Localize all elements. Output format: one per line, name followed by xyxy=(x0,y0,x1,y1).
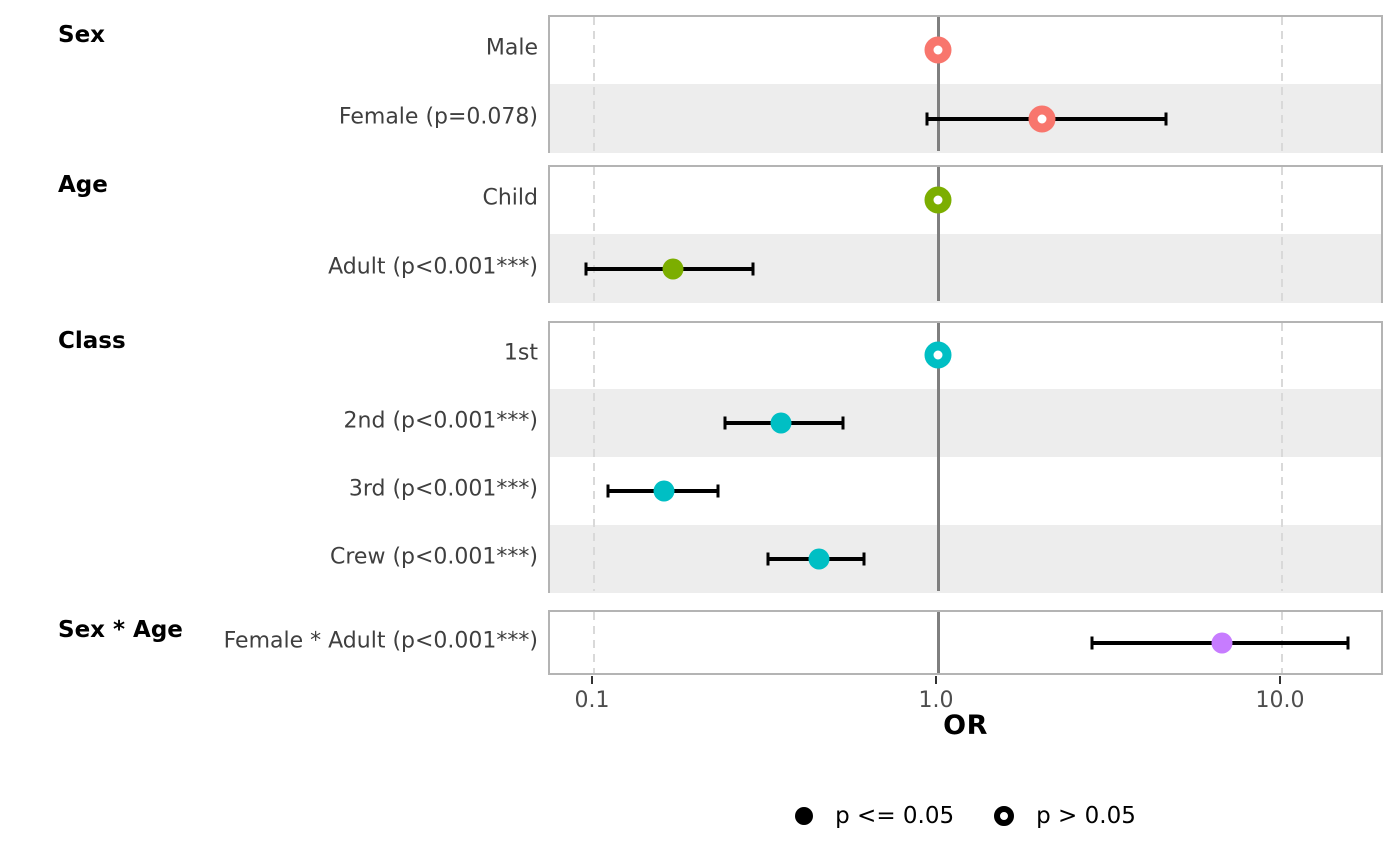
legend: p <= 0.05 p > 0.05 xyxy=(548,794,1383,838)
legend-label-nonsignificant: p > 0.05 xyxy=(1036,803,1136,829)
gridline-dashed xyxy=(593,167,595,301)
row-label: 3rd (p<0.001***) xyxy=(348,476,538,502)
open-point-icon xyxy=(994,806,1015,826)
row-label: Female * Adult (p<0.001***) xyxy=(223,628,538,653)
estimate-point-open xyxy=(924,186,952,213)
estimate-point-filled xyxy=(1211,632,1233,653)
facet-panel-3 xyxy=(548,610,1383,675)
legend-item-significant: p <= 0.05 xyxy=(795,803,954,829)
ci-cap-left xyxy=(606,484,610,498)
group-title: Class xyxy=(58,328,126,354)
row-label: Female (p=0.078) xyxy=(338,104,538,129)
x-tick-label: 0.1 xyxy=(574,688,610,713)
estimate-point-open xyxy=(924,36,952,63)
group-title: Sex * Age xyxy=(58,617,183,643)
gridline-dashed xyxy=(593,17,595,151)
row-stripe xyxy=(550,389,1381,457)
reference-line xyxy=(936,323,940,591)
ci-cap-right xyxy=(1164,112,1168,125)
row-label: Child xyxy=(482,185,539,210)
estimate-point-filled xyxy=(653,480,675,502)
ci-cap-right xyxy=(862,552,866,566)
group-title: Sex xyxy=(58,22,105,48)
ci-cap-left xyxy=(584,262,588,275)
x-tick-mark xyxy=(935,676,937,684)
x-tick-mark xyxy=(1279,676,1281,684)
ci-cap-right xyxy=(716,484,720,498)
facet-panel-1 xyxy=(548,165,1383,303)
ci-cap-left xyxy=(925,112,929,125)
gridline-dashed xyxy=(593,323,595,591)
ci-cap-right xyxy=(1346,636,1350,649)
gridline-dashed xyxy=(1281,323,1283,591)
facet-panel-2 xyxy=(548,321,1383,593)
reference-line xyxy=(936,167,940,301)
group-title: Age xyxy=(58,172,108,198)
ci-cap-right xyxy=(841,416,845,430)
x-axis-title: OR xyxy=(943,710,988,741)
ci-cap-left xyxy=(1090,636,1094,649)
row-label: Adult (p<0.001***) xyxy=(328,254,538,279)
x-tick-label: 1.0 xyxy=(918,688,954,713)
ci-cap-right xyxy=(751,262,755,275)
filled-point-icon xyxy=(795,807,814,825)
ci-cap-left xyxy=(723,416,727,430)
facet-panel-0 xyxy=(548,15,1383,153)
row-label: Male xyxy=(485,35,538,60)
reference-line xyxy=(936,612,940,673)
estimate-point-open xyxy=(1028,105,1056,132)
legend-label-significant: p <= 0.05 xyxy=(835,803,955,829)
gridline-dashed xyxy=(1281,167,1283,301)
reference-line xyxy=(936,17,940,151)
row-stripe xyxy=(550,525,1381,593)
estimate-point-filled xyxy=(662,258,684,279)
gridline-dashed xyxy=(1281,17,1283,151)
ci-cap-left xyxy=(766,552,770,566)
estimate-point-filled xyxy=(808,548,830,570)
estimate-point-filled xyxy=(770,412,792,434)
row-label: 1st xyxy=(503,340,538,366)
row-label: Crew (p<0.001***) xyxy=(330,544,538,570)
x-tick-mark xyxy=(591,676,593,684)
x-tick-label: 10.0 xyxy=(1255,688,1305,713)
gridline-dashed xyxy=(593,612,595,673)
row-label: 2nd (p<0.001***) xyxy=(343,408,538,434)
estimate-point-open xyxy=(924,341,952,369)
legend-item-nonsignificant: p > 0.05 xyxy=(994,803,1136,829)
